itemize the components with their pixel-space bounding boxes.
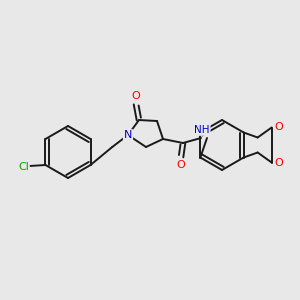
Text: N: N [124, 130, 132, 140]
Text: O: O [177, 160, 185, 170]
Text: O: O [132, 91, 140, 101]
Text: Cl: Cl [18, 162, 29, 172]
Text: O: O [274, 122, 283, 133]
Text: NH: NH [194, 125, 210, 135]
Text: O: O [274, 158, 283, 167]
